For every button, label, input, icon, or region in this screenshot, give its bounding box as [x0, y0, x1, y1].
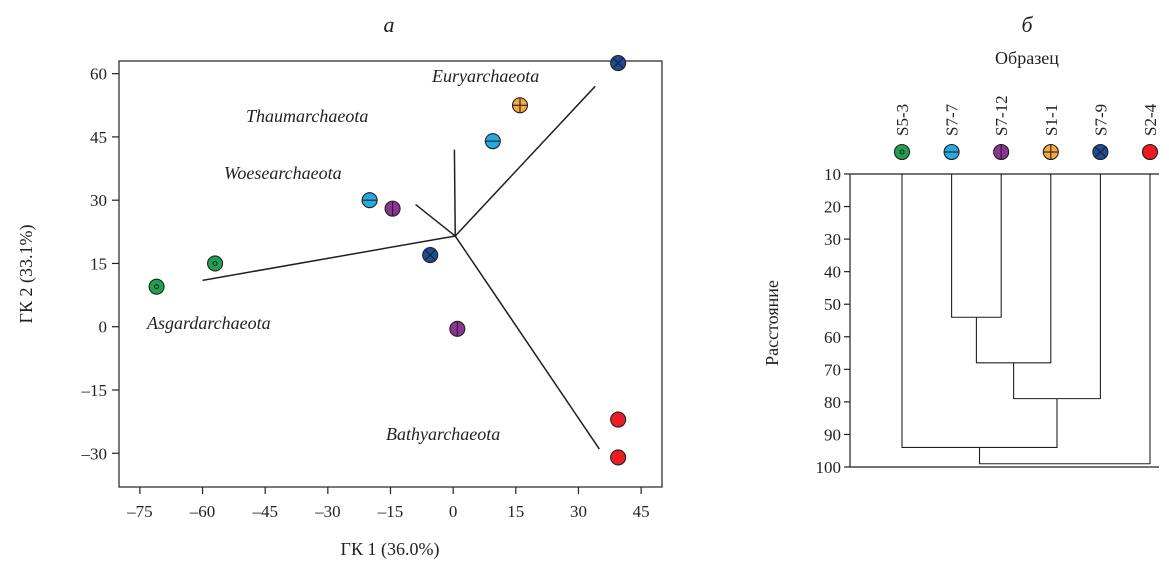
dendrogram-panel: б Образец Расстояние 1020304050607080901…	[762, 12, 1160, 477]
leaf-label-s5-3: S5-3	[893, 104, 912, 136]
leaf-label-s1-1: S1-1	[1042, 104, 1061, 136]
y-tick-label: 60	[90, 65, 107, 84]
leaf-marker-s5-3	[893, 143, 911, 161]
vector-label-thaumarchaeota: Thaumarchaeota	[246, 106, 368, 126]
distance-axis: 10 20 30 40 50 60 70 80 90 100	[816, 165, 1159, 477]
distance-tick-label: 30	[824, 230, 841, 249]
point-s2-4	[610, 411, 627, 428]
y-axis-title: ГК 2 (33.1%)	[16, 225, 37, 324]
point-s2-4	[610, 449, 627, 466]
point-s5-3	[207, 255, 224, 272]
x-tick-label: 0	[449, 502, 458, 521]
vector-labels: Euryarchaeota Thaumarchaeota Woesearchae…	[146, 66, 539, 444]
x-tick-label: –60	[189, 502, 216, 521]
point-s7-9	[422, 246, 439, 264]
dendrogram-link	[951, 174, 1002, 318]
distance-tick-label: 40	[824, 263, 841, 282]
point-s7-7	[484, 133, 501, 150]
x-tick-label: 45	[633, 502, 650, 521]
y-tick-label: 45	[90, 128, 107, 147]
sample-points	[148, 55, 627, 466]
x-tick-label: –45	[251, 502, 278, 521]
vector-label-woesearchaeota: Woesearchaeota	[224, 163, 342, 183]
x-tick-label: –15	[377, 502, 404, 521]
vector-euryarchaeota	[454, 85, 596, 237]
leaf-marker-s2-4	[1141, 143, 1159, 161]
point-s7-7	[361, 192, 378, 209]
vector-label-bathyarchaeota: Bathyarchaeota	[386, 424, 500, 444]
point-s7-12	[449, 320, 466, 337]
dendrogram-link	[978, 174, 1151, 465]
dendrogram-link	[975, 174, 1052, 364]
point-s7-12	[384, 200, 401, 217]
point-s7-9	[610, 55, 627, 72]
x-tick-label: –75	[126, 502, 153, 521]
distance-tick-label: 50	[824, 295, 841, 314]
vector-asgardarchaeota	[202, 235, 456, 282]
x-tick-label: –30	[314, 502, 341, 521]
dendrogram-link	[901, 174, 1058, 449]
y-tick-label: 15	[90, 254, 107, 273]
vector-woesearchaeota	[415, 203, 456, 237]
distance-tick-label: 60	[824, 328, 841, 347]
distance-tick-label: 100	[816, 458, 842, 477]
vector-thaumarchaeota	[453, 149, 456, 237]
leaf-marker-s7-12	[993, 143, 1010, 161]
point-s5-3	[148, 278, 165, 295]
y-tick-label: 0	[99, 318, 108, 337]
y-axis-ticks: –30 –15 0 15 30 45 60	[81, 65, 119, 463]
leaf-markers	[893, 143, 1159, 161]
vector-label-asgardarchaeota: Asgardarchaeota	[146, 313, 271, 333]
x-axis-ticks: –75 –60 –45 –30 –15 0 15 30 45	[126, 487, 650, 521]
leaf-label-s7-7: S7-7	[943, 103, 962, 136]
leaf-labels: S5-3 S7-7 S7-12 S1-1 S7-9 S2-4	[893, 95, 1160, 136]
x-axis-title: ГК 1 (36.0%)	[341, 539, 440, 560]
point-s1-1	[511, 97, 529, 114]
leaf-marker-s1-1	[1042, 143, 1059, 161]
pca-biplot-panel: а –75 –60 –45 –30 –15 0 15 30 45 –30 –15 0 15 30 45 60…	[16, 12, 663, 560]
y-tick-label: 30	[90, 191, 107, 210]
vector-bathyarchaeota	[454, 235, 600, 450]
distance-tick-label: 90	[824, 425, 841, 444]
dendrogram-links	[901, 174, 1151, 465]
loading-vectors	[202, 85, 600, 450]
leaf-marker-s7-9	[1092, 143, 1109, 161]
distance-tick-label: 20	[824, 198, 841, 217]
panel-letter-a: а	[384, 12, 395, 37]
y-tick-label: –30	[81, 444, 108, 463]
leaf-label-s7-12: S7-12	[992, 95, 1011, 136]
dendrogram-title: Образец	[995, 48, 1059, 68]
y-tick-label: –15	[81, 381, 108, 400]
x-tick-label: 30	[570, 502, 587, 521]
leaf-label-s7-9: S7-9	[1091, 104, 1110, 136]
leaf-marker-s7-7	[943, 143, 960, 161]
panel-letter-b: б	[1021, 12, 1033, 37]
dendrogram-link	[1013, 174, 1101, 400]
distance-tick-label: 80	[824, 393, 841, 412]
x-tick-label: 15	[507, 502, 524, 521]
distance-tick-label: 70	[824, 360, 841, 379]
leaf-label-s2-4: S2-4	[1141, 103, 1160, 136]
distance-tick-label: 10	[824, 165, 841, 184]
distance-axis-title: Расстояние	[762, 280, 782, 366]
vector-label-euryarchaeota: Euryarchaeota	[431, 66, 539, 86]
